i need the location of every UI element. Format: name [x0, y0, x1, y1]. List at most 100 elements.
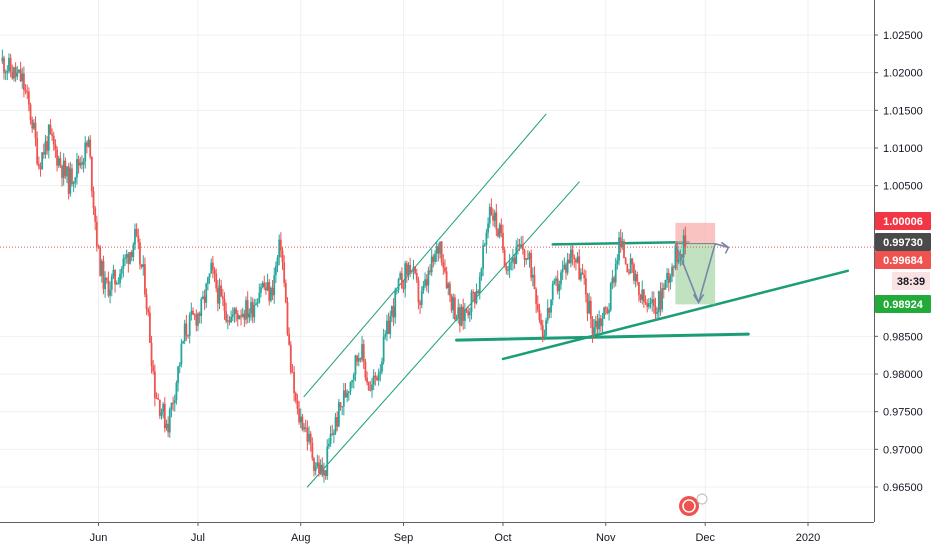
- candle-body: [362, 344, 365, 362]
- candle-body: [497, 229, 499, 237]
- candle-body: [117, 283, 120, 285]
- candle-body: [342, 390, 345, 407]
- candle-body: [347, 391, 350, 393]
- candle-body: [470, 291, 473, 313]
- candle-body: [200, 298, 203, 316]
- candle-body: [503, 250, 506, 266]
- stop-zone: [675, 222, 716, 244]
- candle-body: [488, 207, 491, 224]
- candle-body: [387, 320, 390, 334]
- projection-arrows: [674, 241, 730, 304]
- candle-body: [205, 283, 208, 303]
- candle-body: [84, 142, 87, 162]
- candle-body: [274, 266, 277, 276]
- candle-body: [172, 402, 174, 404]
- candle-body: [682, 235, 685, 258]
- candle-body: [273, 275, 276, 296]
- candle-body: [465, 309, 468, 312]
- candle-body: [462, 306, 465, 321]
- candle-body: [495, 212, 498, 230]
- candle-body: [392, 306, 395, 318]
- candle-body: [588, 300, 591, 314]
- candle-body: [195, 314, 198, 326]
- logo-badge: [696, 493, 708, 505]
- candle-body: [563, 264, 566, 270]
- candle-body: [502, 232, 504, 251]
- candle-body: [288, 334, 291, 345]
- candle-body: [173, 400, 176, 404]
- candle-body: [346, 392, 349, 398]
- candle-body: [47, 124, 50, 151]
- candle-body: [266, 282, 269, 291]
- candle-body: [644, 301, 647, 304]
- x-tick-label: Jun: [90, 532, 108, 544]
- candle-body: [276, 257, 279, 267]
- candle-body: [520, 244, 523, 248]
- candle-body: [213, 269, 216, 274]
- trendline: [303, 113, 547, 398]
- candle-body: [97, 246, 100, 248]
- candle-body: [490, 207, 493, 216]
- candle-body: [649, 302, 652, 304]
- candle-body: [601, 318, 604, 327]
- candle-body: [223, 299, 226, 311]
- candle-body: [681, 254, 683, 258]
- candle-body: [404, 263, 407, 289]
- candle-body: [202, 296, 204, 299]
- candle-body: [500, 224, 503, 233]
- candle-body: [270, 287, 272, 301]
- y-tick-label: 0.97500: [883, 407, 923, 419]
- candle-body: [163, 403, 166, 429]
- candle-body: [255, 303, 257, 305]
- candle-body: [525, 258, 528, 260]
- candle-body: [568, 259, 571, 264]
- candle-body: [3, 57, 5, 73]
- candle-body: [23, 73, 25, 91]
- candle-body: [440, 241, 443, 263]
- candle-body: [67, 166, 70, 194]
- candle-body: [230, 316, 233, 323]
- candle-body: [613, 277, 615, 283]
- candle-body: [437, 246, 440, 254]
- candle-body: [417, 280, 420, 303]
- candle-body: [306, 428, 309, 442]
- candle-body: [412, 266, 415, 271]
- candle-body: [608, 310, 610, 314]
- candle-body: [37, 163, 40, 167]
- candle-body: [472, 291, 475, 293]
- candle-body: [238, 315, 241, 320]
- candle-body: [372, 375, 375, 385]
- y-tick-label: 0.97000: [883, 444, 923, 456]
- candle-body: [361, 344, 363, 360]
- candle-body: [168, 409, 171, 433]
- candle-body: [367, 382, 370, 390]
- candle-body: [624, 258, 627, 264]
- candle-body: [94, 208, 97, 222]
- candle-body: [62, 160, 65, 178]
- candle-body: [594, 320, 597, 328]
- candle-body: [203, 296, 206, 303]
- candle-body: [321, 464, 324, 476]
- candle-body: [294, 393, 297, 401]
- candle-body: [415, 273, 418, 281]
- projection-arrowhead: [692, 294, 705, 304]
- candle-body: [561, 269, 564, 273]
- candle-body: [110, 276, 113, 290]
- candle-body: [279, 239, 282, 251]
- candle-body: [337, 402, 340, 427]
- candle-body: [546, 308, 549, 321]
- candle-body: [81, 162, 83, 165]
- candle-body: [475, 290, 478, 304]
- candle-body: [676, 245, 678, 263]
- candle-body: [250, 302, 252, 314]
- candle-body: [120, 268, 123, 274]
- candle-body: [541, 325, 544, 340]
- candle-body: [27, 91, 30, 105]
- candle-body: [553, 280, 556, 284]
- candle-body: [281, 250, 284, 263]
- candle-body: [119, 273, 121, 284]
- candle-body: [311, 442, 314, 459]
- candle-body: [158, 399, 161, 416]
